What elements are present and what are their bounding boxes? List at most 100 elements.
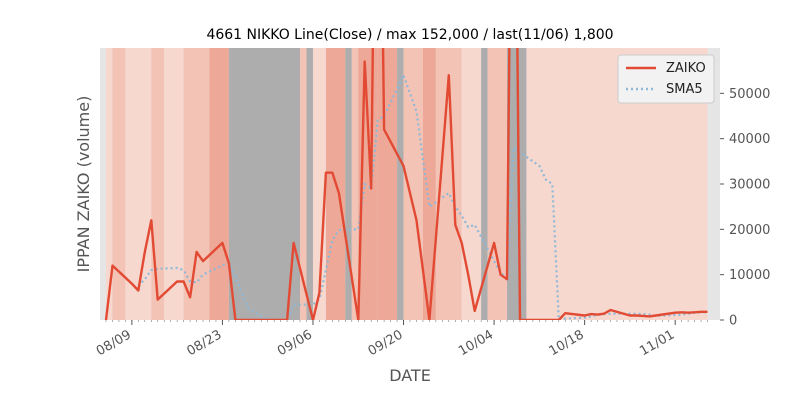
- point-zaiko-11: [202, 260, 205, 263]
- background-span-13: [351, 48, 359, 320]
- point-zaiko-3: [137, 289, 140, 292]
- point-zaiko-51: [583, 314, 586, 317]
- point-sma5-19: [311, 303, 314, 306]
- point-zaiko-64: [693, 311, 696, 314]
- point-sma5-38: [493, 260, 496, 263]
- point-zaiko-58: [641, 314, 644, 317]
- point-sma5-33: [447, 192, 450, 195]
- point-zaiko-38: [460, 241, 463, 244]
- point-zaiko-63: [687, 311, 690, 314]
- point-zaiko-40: [473, 309, 476, 312]
- point-zaiko-28: [363, 60, 366, 63]
- y-tick-label-3: 30000: [729, 178, 770, 193]
- point-sma5-23: [337, 229, 340, 232]
- point-sma5-27: [376, 119, 379, 122]
- point-zaiko-39: [467, 273, 470, 276]
- point-sma5-11: [234, 275, 237, 278]
- point-sma5-12: [240, 291, 243, 294]
- background-span-1: [112, 48, 126, 320]
- point-sma5-9: [221, 264, 224, 267]
- legend-label-zaiko: ZAIKO: [666, 61, 706, 76]
- background-span-0: [106, 48, 113, 320]
- y-tick-label-4: 40000: [729, 132, 770, 147]
- point-sma5-30: [409, 92, 412, 95]
- point-sma5-24: [357, 228, 360, 231]
- point-zaiko-50: [564, 312, 567, 315]
- point-zaiko-37: [454, 223, 457, 226]
- point-sma5-52: [609, 312, 612, 315]
- point-sma5-22: [331, 239, 334, 242]
- point-zaiko-62: [680, 311, 683, 314]
- point-zaiko-5: [150, 219, 153, 222]
- point-zaiko-60: [654, 314, 657, 317]
- point-sma5-3: [156, 267, 159, 270]
- point-zaiko-8: [182, 280, 185, 283]
- point-sma5-21: [324, 269, 327, 272]
- point-zaiko-43: [506, 278, 509, 281]
- point-zaiko-65: [700, 310, 703, 313]
- background-span-23: [507, 48, 527, 320]
- point-zaiko-36: [447, 74, 450, 77]
- point-sma5-18: [292, 303, 295, 306]
- background-span-12: [345, 48, 352, 320]
- point-zaiko-10: [195, 251, 198, 254]
- point-zaiko-2: [130, 282, 133, 285]
- point-zaiko-26: [337, 192, 340, 195]
- background-span-21: [481, 48, 488, 320]
- point-zaiko-57: [635, 314, 638, 317]
- background-span-9: [306, 48, 313, 320]
- point-zaiko-12: [221, 241, 224, 244]
- y-tick-label-1: 10000: [729, 268, 770, 283]
- point-sma5-4: [176, 266, 179, 269]
- point-zaiko-9: [189, 296, 192, 299]
- point-zaiko-13: [227, 262, 230, 265]
- background-span-22: [487, 48, 508, 320]
- point-zaiko-33: [409, 192, 412, 195]
- point-sma5-41: [512, 146, 515, 149]
- point-sma5-13: [247, 307, 250, 310]
- background-span-16: [397, 48, 404, 320]
- point-zaiko-34: [415, 219, 418, 222]
- y-axis-label: IPPAN ZAIKO (volume): [74, 96, 93, 273]
- point-zaiko-53: [596, 313, 599, 316]
- point-zaiko-25: [331, 171, 334, 174]
- point-sma5-43: [538, 164, 541, 167]
- point-sma5-47: [564, 317, 567, 320]
- point-sma5-36: [467, 226, 470, 229]
- point-zaiko-41: [493, 241, 496, 244]
- point-sma5-37: [473, 223, 476, 226]
- point-sma5-2: [150, 269, 153, 272]
- point-zaiko-24: [324, 171, 327, 174]
- point-zaiko-32: [402, 164, 405, 167]
- point-zaiko-54: [603, 312, 606, 315]
- point-zaiko-1: [111, 264, 114, 267]
- point-zaiko-55: [609, 309, 612, 312]
- point-zaiko-7: [176, 280, 179, 283]
- point-sma5-45: [551, 183, 554, 186]
- point-zaiko-23: [318, 291, 321, 294]
- legend: ZAIKO SMA5: [617, 54, 715, 104]
- background-span-8: [300, 48, 307, 320]
- point-zaiko-21: [292, 241, 295, 244]
- chart-title: 4661 NIKKO Line(Close) / max 152,000 / l…: [206, 27, 613, 43]
- point-sma5-8: [202, 273, 205, 276]
- legend-label-sma5: SMA5: [666, 82, 703, 97]
- point-zaiko-52: [590, 313, 593, 316]
- background-span-17: [403, 48, 423, 320]
- x-axis-label: DATE: [389, 366, 431, 385]
- point-zaiko-66: [706, 310, 709, 313]
- point-sma5-44: [544, 178, 547, 181]
- point-zaiko-4: [143, 251, 146, 254]
- point-sma5-7: [195, 281, 198, 284]
- point-zaiko-31: [383, 128, 386, 131]
- background-span-3: [151, 48, 165, 320]
- y-tick-label-2: 20000: [729, 223, 770, 238]
- series-line-zaiko: [104, 48, 708, 320]
- point-zaiko-29: [370, 187, 373, 190]
- background-span-15: [377, 48, 398, 320]
- background-span-4: [164, 48, 184, 320]
- point-zaiko-61: [674, 311, 677, 314]
- background-span-5: [183, 48, 210, 320]
- background-span-18: [422, 48, 436, 320]
